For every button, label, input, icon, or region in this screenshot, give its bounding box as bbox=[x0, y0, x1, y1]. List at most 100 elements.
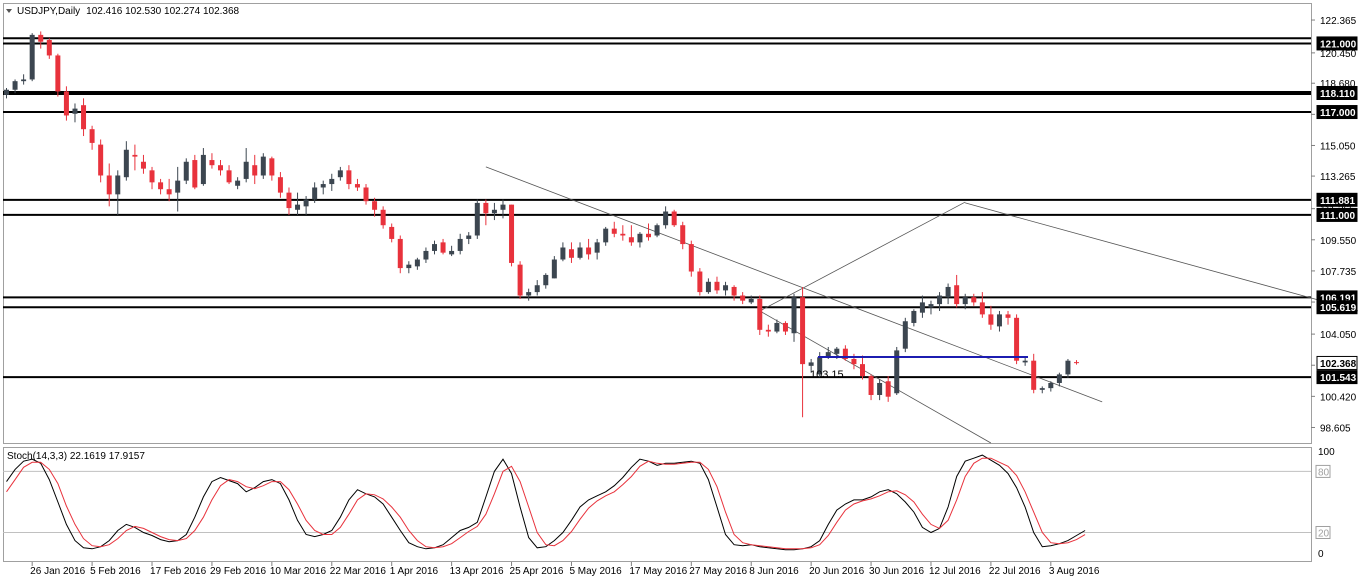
candle-body bbox=[731, 286, 737, 296]
candle-body bbox=[688, 244, 694, 272]
candle-body bbox=[312, 187, 318, 200]
candle bbox=[937, 292, 943, 311]
candle bbox=[680, 221, 686, 250]
candle-body bbox=[979, 302, 985, 315]
candle-body bbox=[757, 298, 763, 330]
candle bbox=[491, 202, 497, 221]
candle bbox=[149, 166, 155, 190]
candle-body bbox=[449, 250, 455, 255]
candle bbox=[252, 154, 258, 185]
time-tick-label: 13 Apr 2016 bbox=[450, 566, 504, 577]
candle bbox=[414, 257, 420, 270]
level-label-117.000: 117.000 bbox=[1316, 105, 1358, 120]
candle bbox=[175, 166, 181, 212]
time-tick-label: 3 Aug 2016 bbox=[1049, 566, 1100, 577]
stoch-axis-label: 100 bbox=[1318, 447, 1335, 458]
candle bbox=[106, 163, 112, 207]
candle-body bbox=[654, 225, 660, 236]
candle bbox=[740, 292, 746, 305]
candle-body bbox=[962, 297, 968, 305]
candle-body bbox=[320, 184, 326, 188]
candle-body bbox=[466, 235, 472, 239]
candle bbox=[1065, 358, 1071, 378]
candle-body bbox=[774, 322, 780, 332]
candle-body bbox=[286, 192, 292, 209]
collapse-triangle-icon[interactable] bbox=[6, 9, 12, 13]
price-tick-label: 113.265 bbox=[1320, 172, 1356, 183]
candle-body bbox=[560, 247, 566, 260]
candle-body bbox=[740, 295, 746, 301]
candle bbox=[971, 293, 977, 306]
candle bbox=[277, 172, 283, 198]
candle bbox=[808, 358, 814, 373]
time-tick-label: 12 Jul 2016 bbox=[929, 566, 981, 577]
candle bbox=[38, 31, 44, 49]
candle-body bbox=[218, 165, 223, 171]
time-tick-label: 26 Jan 2016 bbox=[30, 566, 85, 577]
candle bbox=[303, 196, 309, 215]
candle-body bbox=[971, 297, 977, 303]
candle-body bbox=[851, 358, 857, 365]
candle-body bbox=[680, 225, 686, 245]
candle-body bbox=[372, 201, 378, 210]
candle-body bbox=[996, 314, 1002, 327]
candle bbox=[12, 79, 18, 94]
candle bbox=[89, 125, 95, 150]
candle bbox=[603, 226, 609, 246]
candle-body bbox=[526, 292, 532, 296]
candle-body bbox=[81, 105, 87, 130]
candle-body bbox=[1014, 317, 1020, 361]
candle bbox=[885, 376, 891, 402]
candle bbox=[654, 223, 660, 238]
time-axis: 26 Jan 2016 5 Feb 2016 17 Feb 2016 29 Feb 2… bbox=[30, 562, 1100, 577]
time-tick-label: 30 Jun 2016 bbox=[869, 566, 924, 577]
candle bbox=[218, 160, 223, 176]
candle bbox=[568, 242, 574, 263]
candle-body bbox=[140, 161, 146, 169]
candle bbox=[962, 293, 968, 310]
level-label-121.000: 121.000 bbox=[1316, 36, 1358, 51]
candle-body bbox=[842, 348, 848, 359]
candle bbox=[731, 285, 737, 301]
candle-body bbox=[260, 156, 266, 176]
candle bbox=[158, 178, 164, 195]
candle bbox=[46, 38, 52, 59]
candle-body bbox=[106, 175, 112, 195]
annotation-103-15: 103.15 bbox=[810, 369, 844, 381]
candle-body bbox=[577, 247, 583, 258]
candle-body bbox=[63, 91, 69, 116]
candle-body bbox=[1039, 388, 1045, 390]
candle-body bbox=[1022, 360, 1028, 363]
candle bbox=[586, 238, 592, 260]
candle-body bbox=[46, 40, 52, 56]
stochastic-axis: 100 80 20 0 bbox=[1315, 447, 1335, 560]
candles bbox=[4, 31, 1079, 418]
candle-body bbox=[628, 237, 634, 243]
candle bbox=[979, 292, 985, 318]
trendline-rising-leg bbox=[759, 201, 966, 312]
candle-body bbox=[175, 180, 181, 193]
candle-body bbox=[406, 264, 412, 269]
candle bbox=[868, 374, 874, 401]
candle-body bbox=[226, 170, 232, 183]
candle bbox=[72, 103, 78, 123]
price-tick-label: 98.605 bbox=[1320, 423, 1351, 434]
price-tick-label: 118.680 bbox=[1320, 79, 1356, 90]
candle-body bbox=[885, 381, 891, 397]
candle bbox=[919, 295, 925, 318]
candle bbox=[329, 173, 335, 191]
candle-body bbox=[4, 89, 9, 95]
candle bbox=[842, 345, 848, 361]
time-tick-label: 22 Jul 2016 bbox=[989, 566, 1041, 577]
candle bbox=[543, 273, 549, 289]
candle-body bbox=[389, 226, 395, 239]
candle bbox=[877, 379, 883, 401]
candle-body bbox=[782, 322, 788, 332]
candle-body bbox=[877, 382, 883, 395]
candle bbox=[928, 300, 934, 315]
candle-body bbox=[440, 242, 446, 253]
candle-body bbox=[1005, 314, 1011, 318]
candle bbox=[140, 154, 146, 174]
